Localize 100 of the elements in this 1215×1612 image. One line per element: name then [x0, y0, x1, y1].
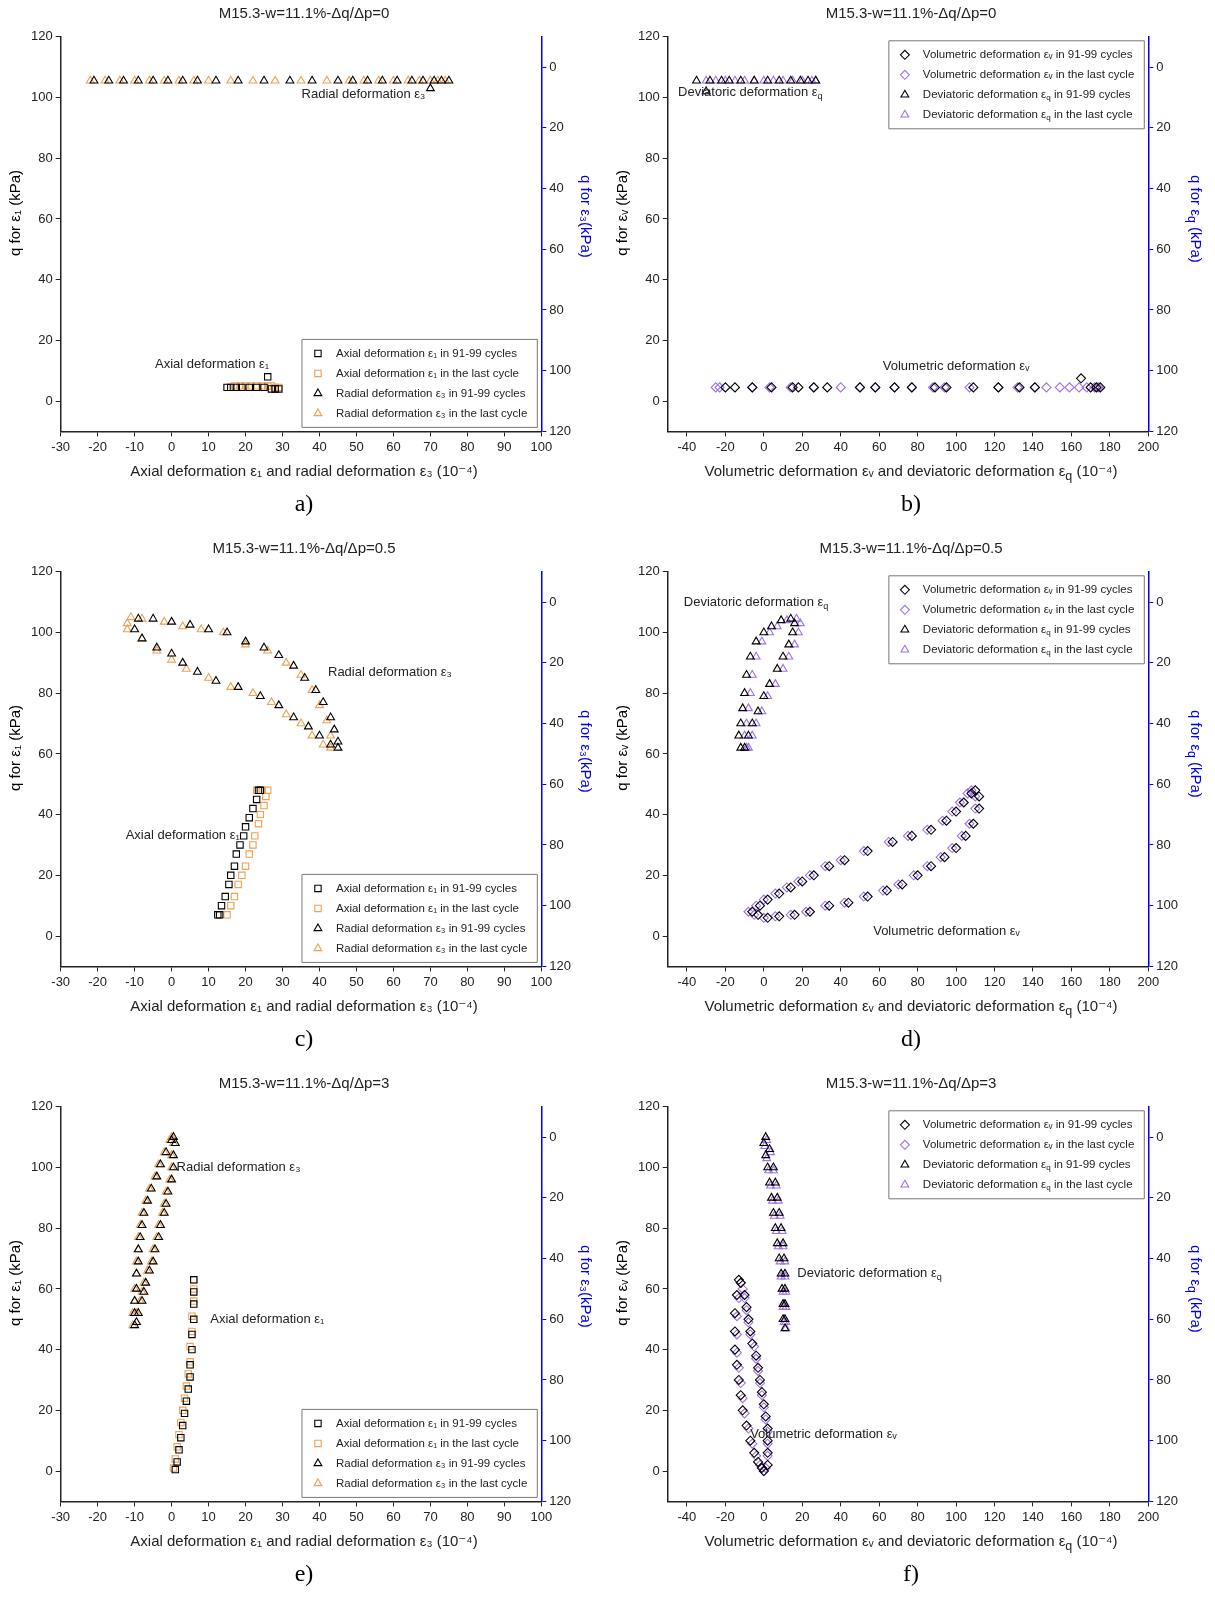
x-tick-label: 80	[460, 1508, 475, 1524]
y-tick-label: 60	[38, 1280, 53, 1296]
x-tick-label: 40	[312, 1508, 327, 1524]
x-tick-label: 40	[312, 438, 327, 454]
x-tick-label: -20	[715, 438, 735, 454]
y-axis-title: q for εᵥ (kPa)	[613, 1240, 630, 1326]
y2-tick-label: 120	[549, 957, 572, 973]
y-tick-label: 60	[38, 745, 53, 761]
x-tick-label: -30	[51, 973, 71, 989]
y2-tick-label: 40	[1156, 180, 1171, 196]
annotation: Radial deformation ε₃	[176, 1159, 301, 1175]
y-tick-label: 60	[38, 210, 53, 226]
y-tick-label: 40	[38, 271, 53, 287]
x-tick-label: 0	[760, 1508, 768, 1524]
legend-label: Volumetric deformation εᵥ in 91-99 cycles	[922, 47, 1133, 60]
y-tick-label: 120	[30, 1098, 53, 1114]
annotation: Radial deformation ε₃	[301, 85, 426, 101]
y2-tick-label: 40	[549, 715, 564, 731]
annotation: Volumetric deformation εᵥ	[873, 923, 1021, 939]
legend-label: Axial deformation ε₁ in the last cycle	[335, 901, 519, 914]
text: c)	[293, 1025, 315, 1052]
y2-tick-label: 40	[549, 180, 564, 196]
y2-tick-label: 80	[549, 301, 564, 317]
legend-label: Volumetric deformation εᵥ in the last cycle	[922, 1137, 1135, 1150]
y-tick-label: 100	[30, 624, 53, 640]
x-tick-label: 80	[460, 973, 475, 989]
x-tick-label: 50	[349, 1508, 364, 1524]
chart-title: M15.3-w=11.1%-Δq/Δp=3	[217, 1074, 391, 1091]
text: a)	[293, 490, 315, 517]
y-tick-label: 100	[637, 1159, 660, 1175]
x-tick-label: -20	[88, 973, 108, 989]
x-tick-label: 180	[1099, 1508, 1121, 1524]
y2-tick-label: 80	[1156, 301, 1171, 317]
x-tick-label: 140	[1022, 1508, 1044, 1524]
y-tick-label: 0	[652, 927, 660, 943]
y-tick-label: 40	[38, 1341, 53, 1357]
y2-tick-label: 20	[1156, 119, 1171, 135]
legend-label: Radial deformation ε₃ in the last cycle	[335, 1476, 528, 1489]
legend-label: Volumetric deformation εᵥ in 91-99 cycles	[922, 1117, 1133, 1130]
y-tick-label: 80	[38, 1219, 53, 1235]
y2-tick-label: 20	[549, 654, 564, 670]
x-tick-label: 10	[201, 438, 216, 454]
x-tick-label: 200	[1137, 1508, 1160, 1524]
y-tick-label: 0	[652, 392, 660, 408]
legend-label: Axial deformation ε₁ in 91-99 cycles	[335, 346, 518, 359]
legend-label: Radial deformation ε₃ in 91-99 cycles	[335, 386, 526, 399]
chart-title: M15.3-w=11.1%-Δq/Δp=3	[824, 1074, 998, 1091]
y-tick-label: 80	[38, 149, 53, 165]
annotation: Volumetric deformation εᵥ	[750, 1425, 898, 1441]
x-tick-label: 100	[945, 1508, 967, 1524]
legend-label: Axial deformation ε₁ in the last cycle	[335, 1436, 519, 1449]
y-tick-label: 120	[637, 563, 660, 579]
x-tick-label: 90	[497, 973, 512, 989]
x-tick-label: 40	[833, 438, 848, 454]
text: b)	[900, 490, 922, 517]
x-axis-title: Axial deformation ε₁ and radial deformation ε₃ (10⁻⁴)	[129, 1532, 479, 1550]
y2-tick-label: 40	[1156, 715, 1171, 731]
x-tick-label: -40	[677, 973, 697, 989]
x-tick-label: 80	[910, 973, 925, 989]
x-tick-label: 70	[423, 1508, 438, 1524]
y2-tick-label: 120	[549, 422, 572, 438]
x-tick-label: 20	[238, 1508, 253, 1524]
y2-tick-label: 80	[549, 836, 564, 852]
x-tick-label: 40	[312, 973, 327, 989]
y-tick-label: 60	[645, 210, 660, 226]
y2-tick-label: 120	[1156, 957, 1179, 973]
chart-title: M15.3-w=11.1%-Δq/Δp=0.5	[818, 539, 1004, 556]
x-tick-label: 90	[497, 1508, 512, 1524]
y-tick-label: 40	[38, 806, 53, 822]
x-tick-label: 50	[349, 438, 364, 454]
y-tick-label: 80	[645, 684, 660, 700]
x-tick-label: 10	[201, 1508, 216, 1524]
x-tick-label: 60	[871, 973, 887, 989]
annotation: Volumetric deformation εᵥ	[882, 357, 1031, 373]
y2-tick-label: 60	[1156, 240, 1171, 256]
y-tick-label: 60	[645, 1280, 660, 1296]
x-tick-label: 60	[871, 438, 887, 454]
y-tick-label: 0	[652, 1462, 660, 1478]
x-tick-label: 100	[530, 1508, 553, 1524]
x-tick-label: 120	[983, 438, 1006, 454]
y2-tick-label: 0	[1156, 58, 1164, 74]
y-tick-label: 20	[38, 866, 53, 882]
y-tick-label: 40	[645, 806, 660, 822]
y2-tick-label: 60	[1156, 775, 1171, 791]
y2-tick-label: 40	[1156, 1250, 1171, 1266]
y-tick-label: 80	[645, 1219, 660, 1235]
x-tick-label: 180	[1099, 438, 1121, 454]
x-tick-label: 10	[201, 973, 216, 989]
x-tick-label: 20	[238, 973, 253, 989]
x-tick-label: 50	[349, 973, 364, 989]
x-tick-label: 0	[167, 438, 176, 454]
annotation: Axial deformation ε₁	[125, 827, 241, 843]
x-tick-label: 120	[983, 1508, 1006, 1524]
y2-tick-label: 80	[1156, 1371, 1171, 1387]
y2-axis-title: q for ε₃(kPa)	[578, 1245, 595, 1328]
x-tick-label: 200	[1137, 438, 1160, 454]
x-tick-label: 140	[1022, 973, 1044, 989]
y-tick-label: 0	[45, 1462, 53, 1478]
chart-title: M15.3-w=11.1%-Δq/Δp=0.5	[211, 539, 397, 556]
y2-tick-label: 20	[549, 1189, 564, 1205]
